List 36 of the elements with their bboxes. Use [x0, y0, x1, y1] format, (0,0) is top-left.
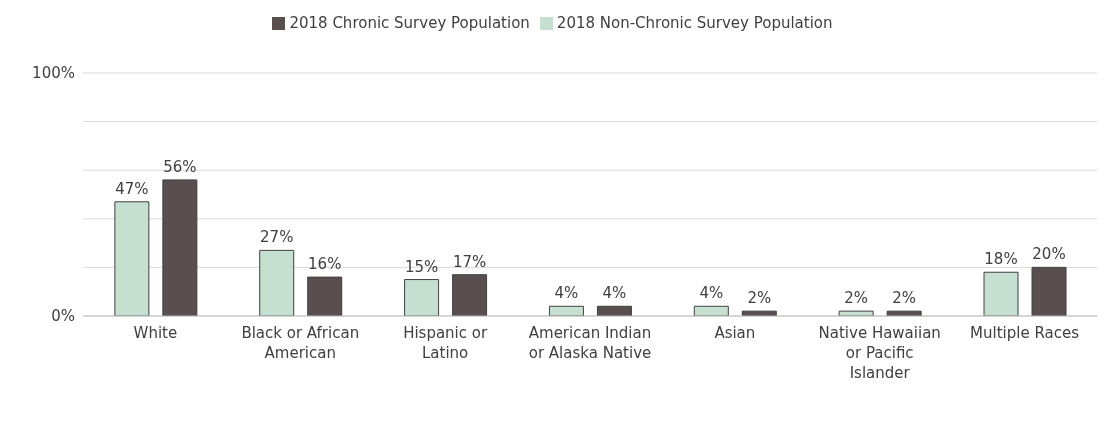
x-tick-label: White	[133, 324, 178, 342]
legend-label: 2018 Non-Chronic Survey Population	[556, 14, 833, 32]
y-tick-label: 0%	[51, 307, 75, 326]
x-tick-label: Asian	[714, 324, 756, 342]
data-label: 4%	[699, 284, 724, 303]
bar	[259, 249, 295, 316]
bar	[1031, 266, 1067, 316]
bar	[452, 274, 488, 316]
data-label: 2%	[844, 289, 869, 308]
data-label: 18%	[984, 250, 1018, 269]
data-label: 27%	[260, 228, 294, 247]
data-label: 2%	[892, 289, 917, 308]
bar	[404, 279, 440, 316]
data-label: 16%	[308, 255, 342, 274]
data-label: 47%	[115, 179, 149, 198]
x-tick-label: Native Hawaiian or Pacific Islander	[818, 324, 941, 382]
bar	[114, 201, 150, 316]
data-label: 4%	[602, 284, 627, 303]
data-label: 15%	[404, 257, 439, 276]
x-tick-label: Multiple Races	[970, 324, 1080, 342]
bar	[741, 310, 777, 316]
bar	[838, 310, 874, 316]
x-tick-label: Hispanic or Latino	[403, 324, 488, 362]
bar	[162, 179, 198, 316]
data-label: 2%	[747, 289, 772, 308]
bar	[307, 276, 343, 316]
bar	[886, 310, 922, 316]
data-label: 17%	[452, 252, 487, 271]
bar	[983, 271, 1019, 316]
legend-label: 2018 Chronic Survey Population	[289, 14, 530, 32]
x-tick-label: American Indian or Alaska Native	[528, 324, 652, 362]
data-label: 56%	[163, 157, 197, 176]
x-tick-label: Black or African American	[241, 324, 360, 362]
y-tick-label: 100%	[32, 64, 75, 83]
data-label: 4%	[554, 284, 579, 303]
data-label: 20%	[1032, 245, 1066, 264]
